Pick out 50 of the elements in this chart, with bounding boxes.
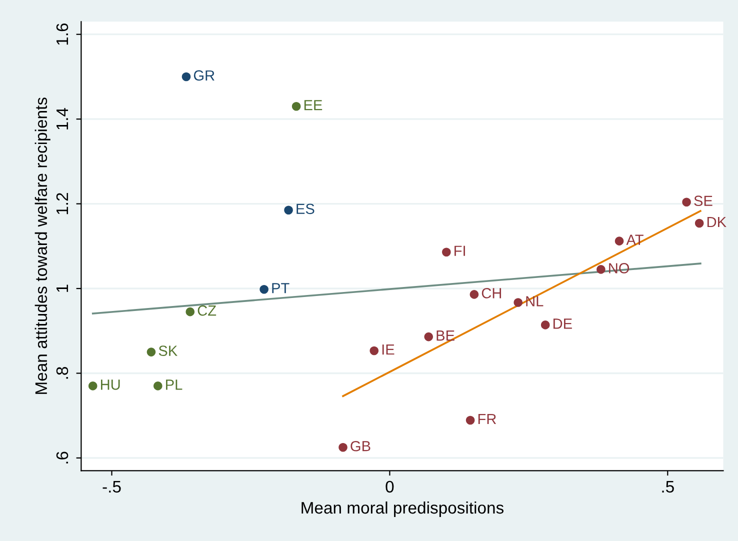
data-label: CZ bbox=[198, 305, 216, 316]
point bbox=[338, 442, 348, 452]
point bbox=[694, 218, 704, 228]
point bbox=[682, 198, 691, 206]
data-label: HU bbox=[100, 380, 120, 390]
data-label: SE bbox=[694, 196, 712, 206]
x-tick-label: 0 bbox=[386, 480, 394, 493]
data-label: NL bbox=[526, 296, 544, 306]
y-tick-label: 1 bbox=[56, 284, 68, 292]
data-label: SK bbox=[158, 346, 178, 356]
y-tick-label: 1.6 bbox=[56, 23, 68, 45]
point bbox=[260, 284, 268, 294]
y-tick-label: .8 bbox=[56, 367, 68, 379]
point bbox=[284, 206, 293, 215]
data-label: GR bbox=[194, 70, 214, 81]
data-label: IE bbox=[382, 344, 394, 355]
data-label: EE bbox=[304, 100, 322, 110]
data-label: BE bbox=[436, 330, 454, 341]
x-tick-label: .5 bbox=[662, 481, 674, 493]
point bbox=[470, 290, 479, 299]
data-label: AT bbox=[626, 234, 644, 245]
data-label: FR bbox=[478, 414, 496, 424]
point bbox=[88, 382, 98, 390]
data-label: PL bbox=[166, 380, 182, 390]
point bbox=[442, 248, 451, 256]
point bbox=[466, 416, 475, 425]
point bbox=[182, 72, 191, 82]
data-label: ES bbox=[296, 204, 314, 214]
data-label: DK bbox=[707, 217, 726, 228]
y-tick-label: .6 bbox=[56, 452, 68, 464]
x-tick-label: -.5 bbox=[102, 481, 121, 493]
data-label: FI bbox=[454, 246, 465, 256]
point bbox=[596, 265, 606, 274]
point bbox=[514, 298, 523, 307]
x-axis-title: Mean moral predispositions bbox=[302, 501, 504, 518]
point bbox=[540, 320, 550, 330]
point bbox=[186, 307, 195, 316]
data-label: PT bbox=[272, 283, 290, 294]
point bbox=[424, 332, 434, 342]
y-tick-label: 1.4 bbox=[56, 108, 68, 130]
point bbox=[146, 348, 156, 356]
point bbox=[292, 102, 301, 111]
data-label: CH bbox=[482, 288, 502, 298]
y-tick-label: 1.2 bbox=[56, 193, 68, 214]
y-axis-title: Mean attitudes toward welfare recipients bbox=[34, 98, 50, 394]
data-label: DE bbox=[553, 318, 572, 329]
data-label: GB bbox=[350, 440, 370, 452]
point bbox=[370, 346, 379, 356]
point bbox=[154, 382, 162, 390]
point bbox=[614, 236, 624, 246]
